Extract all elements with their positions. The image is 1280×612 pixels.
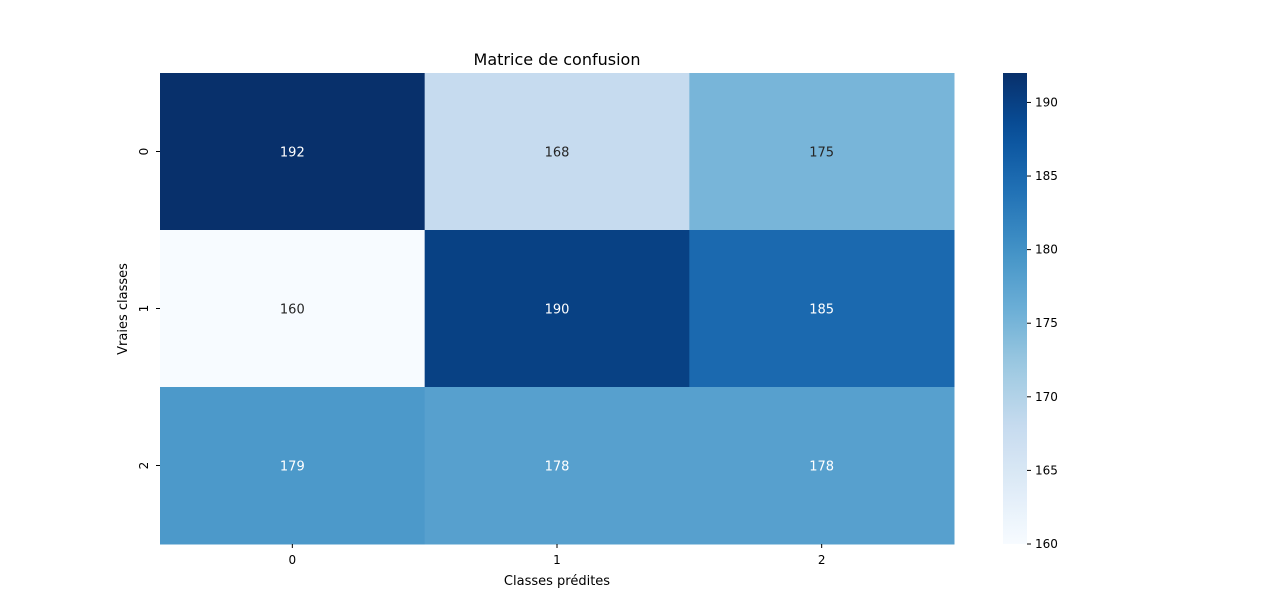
colorbar-tick-label: 160 [1035,537,1058,551]
heatmap-cell [424,230,690,388]
heatmap-cell [689,73,955,231]
cell-value-label: 179 [280,460,305,475]
cell-value-label: 185 [809,303,834,318]
y-tick-label: 1 [137,305,151,313]
colorbar-gradient [1003,73,1027,544]
colorbar-tick-label: 170 [1035,390,1058,404]
colorbar-tick-label: 190 [1035,95,1058,109]
y-tick-label: 0 [137,148,151,156]
x-axis-label: Classes prédites [504,574,610,589]
cell-value-label: 178 [545,460,570,475]
cell-value-label: 192 [280,146,305,161]
heatmap-cell [160,387,426,545]
x-tick-label: 1 [553,553,561,567]
colorbar: 160 165 170 175 180 185 190 [1003,73,1058,551]
cell-value-label: 190 [545,303,570,318]
x-tick-label: 0 [289,553,297,567]
heatmap-cells: 192 168 175 160 190 185 179 178 178 [160,73,955,545]
heatmap-cell [424,387,690,545]
y-tick-label: 2 [137,462,151,470]
x-tick-label: 2 [818,553,826,567]
heatmap-cell [160,73,426,231]
heatmap-cell [424,73,690,231]
colorbar-tick-label: 185 [1035,169,1058,183]
heatmap-cell [160,230,426,388]
colorbar-tick-label: 165 [1035,463,1058,477]
cell-value-label: 178 [809,460,834,475]
colorbar-tick-label: 180 [1035,243,1058,257]
chart-title: Matrice de confusion [474,50,641,69]
cell-value-label: 168 [545,146,570,161]
y-axis-label: Vraies classes [116,263,131,355]
colorbar-tick-label: 175 [1035,316,1058,330]
heatmap-cell [689,387,955,545]
cell-value-label: 160 [280,303,305,318]
heatmap-cell [689,230,955,388]
x-axis-ticks: 0 1 2 [289,544,826,567]
cell-value-label: 175 [809,146,834,161]
y-axis-ticks: 0 1 2 [137,148,160,470]
